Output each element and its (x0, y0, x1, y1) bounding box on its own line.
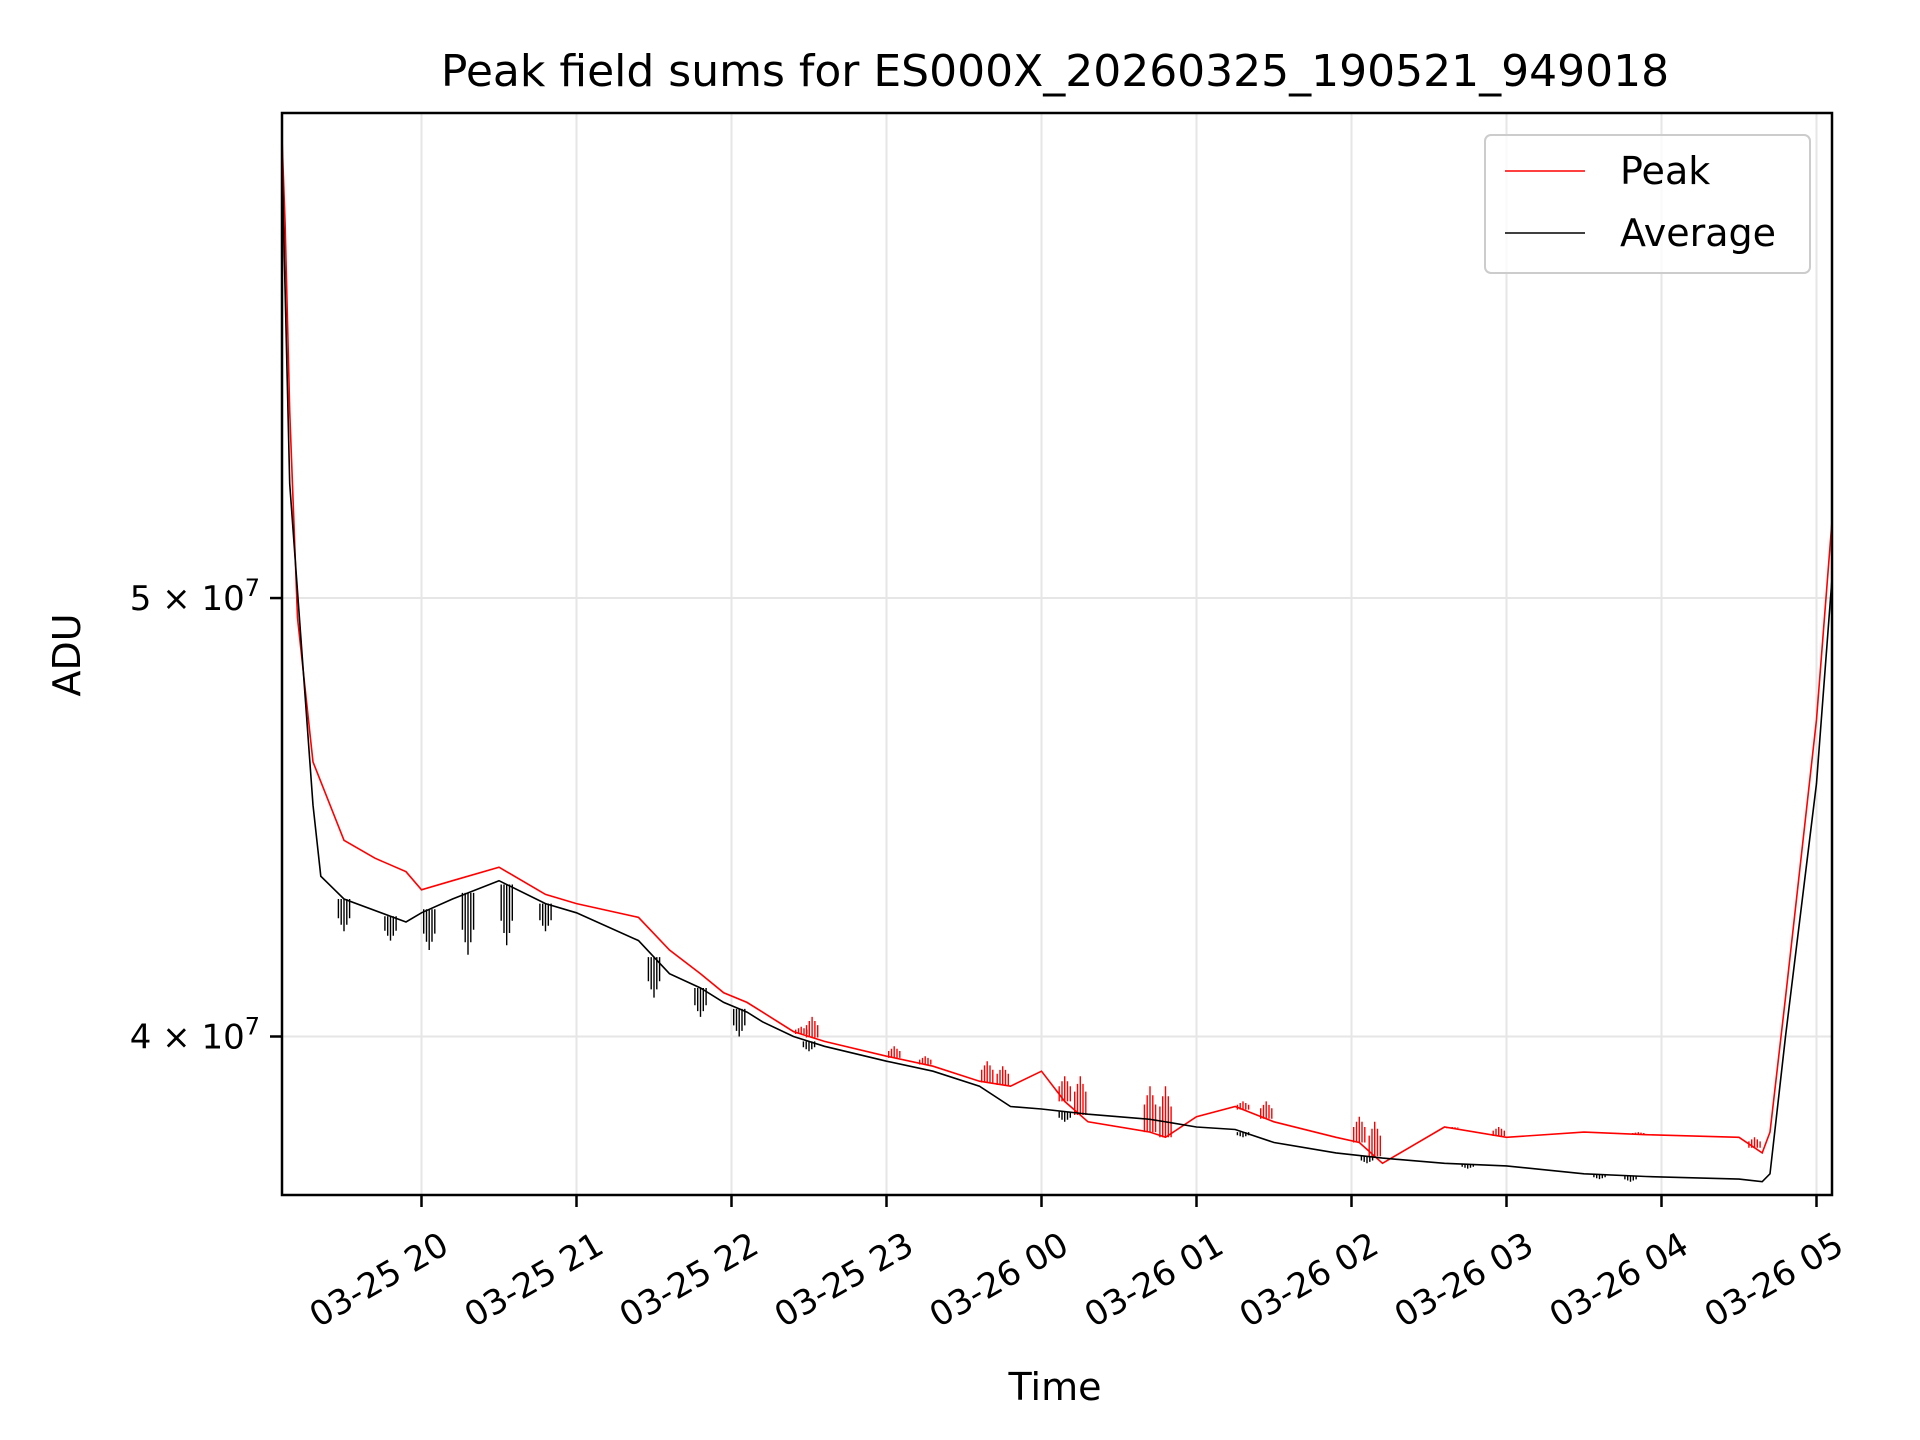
series-average-line (281, 159, 1833, 1183)
legend: Peak Average (1484, 134, 1811, 274)
x-tick-label: 03-26 03 (1388, 1225, 1540, 1336)
x-tick-label: 03-26 02 (1233, 1225, 1385, 1336)
legend-peak-label: Peak (1620, 149, 1710, 193)
x-tick-label: 03-25 21 (458, 1225, 610, 1336)
y-tick-label: 5 × 107 (130, 574, 260, 619)
x-tick-label: 03-26 05 (1698, 1225, 1850, 1336)
legend-average-label: Average (1620, 211, 1776, 255)
y-tick-label: 4 × 107 (130, 1012, 260, 1057)
x-tick-label: 03-26 04 (1543, 1225, 1695, 1336)
gridlines (282, 113, 1832, 1195)
plot-area-frame (280, 111, 1834, 1197)
x-axis-ticks: 03-25 20 03-25 21 03-25 22 03-25 23 03-26 00… (303, 1195, 1850, 1336)
series-average-spikes (337, 884, 1637, 1182)
x-axis-label: Time (1008, 1365, 1102, 1409)
x-tick-label: 03-25 22 (613, 1225, 765, 1336)
chart-title: Peak field sums for ES000X_20260325_1905… (441, 46, 1669, 97)
x-tick-label: 03-25 20 (303, 1225, 455, 1336)
series-peak-spikes (795, 1016, 1761, 1157)
series-lines (281, 137, 1833, 1183)
y-axis-ticks: 4 × 107 5 × 107 (130, 574, 282, 1057)
x-tick-label: 03-26 01 (1078, 1225, 1230, 1336)
legend-box (1484, 134, 1811, 274)
x-tick-label: 03-25 23 (768, 1225, 920, 1336)
x-tick-label: 03-26 00 (923, 1225, 1075, 1336)
series-peak-line (281, 137, 1833, 1165)
y-axis-label: ADU (45, 613, 89, 696)
